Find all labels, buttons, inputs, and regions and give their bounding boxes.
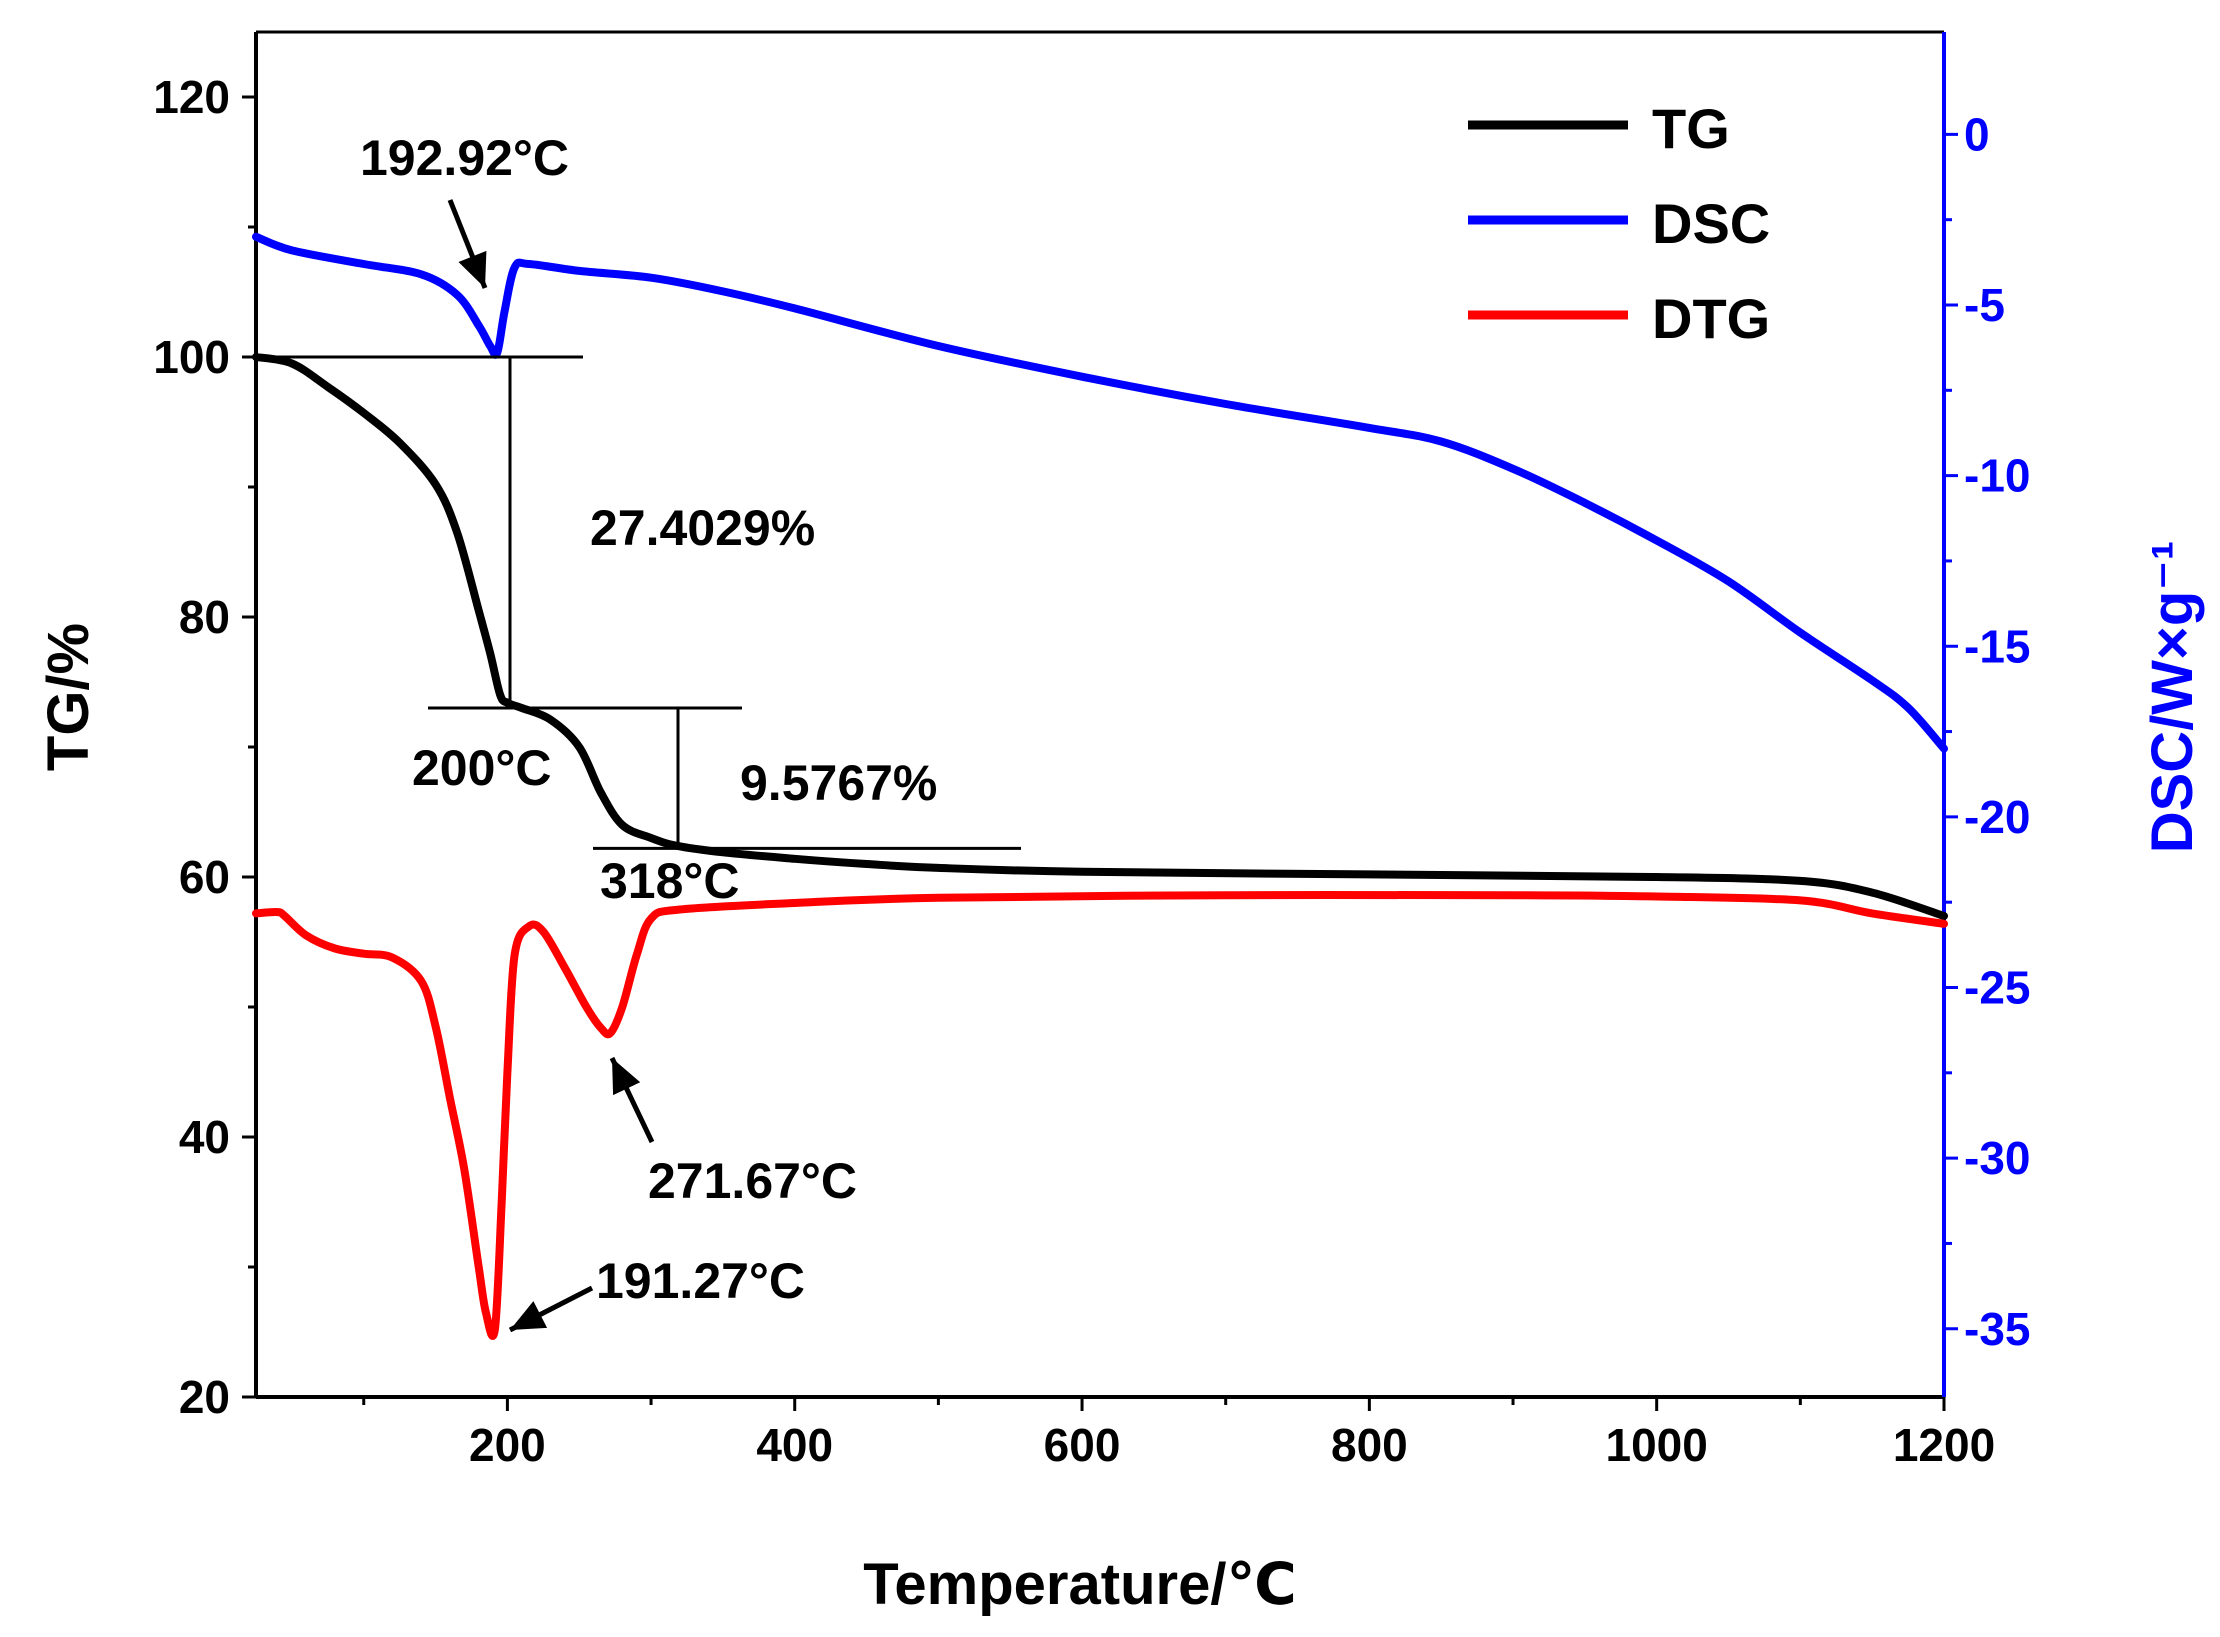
axes-layer: 200 400 600 800 1000 1200204060801001200-5-10… [153, 30, 2030, 1471]
y-left-tick-label: 120 [153, 71, 230, 123]
y-left-tick-label: 20 [179, 1371, 230, 1423]
y-right-tick-label: -10 [1964, 450, 2030, 502]
x-tick-label: 1200 [1893, 1419, 1995, 1471]
dtg-series-line [252, 890, 1948, 1340]
x-tick-label: 800 [1331, 1419, 1408, 1471]
dsc-series-line [252, 232, 1948, 753]
y-right-tick-label: -25 [1964, 962, 2030, 1014]
dtg-peak-2-label: 271.67°C [648, 1153, 857, 1209]
temp-2-label: 318°C [600, 853, 740, 909]
y-left-tick-label: 40 [179, 1111, 230, 1163]
y-right-tick-label: -20 [1964, 791, 2030, 843]
legend-label-dsc: DSC [1652, 192, 1770, 255]
y-right-axis-title: DSC/W×g⁻¹ [2140, 541, 2205, 854]
y-right-tick-label: 0 [1964, 108, 1990, 160]
y-right-tick-label: -30 [1964, 1132, 2030, 1184]
y-right-tick-label: -15 [1964, 620, 2030, 672]
y-left-tick-label: 100 [153, 331, 230, 383]
temp-1-label: 200°C [412, 740, 552, 796]
y-right-tick-label: -5 [1964, 279, 2005, 331]
axis-titles: Temperature/℃ TG/% DSC/W×g⁻¹ [36, 541, 2205, 1617]
dsc-peak-arrow-head [458, 250, 487, 288]
y-left-axis-title: TG/% [36, 623, 101, 771]
dtg-peak-1-arrow-head [510, 1301, 548, 1330]
dtg-peak-1-label: 191.27°C [596, 1253, 805, 1309]
tg-series-line [252, 353, 1948, 920]
series-layer [252, 232, 1948, 1340]
legend-label-dtg: DTG [1652, 287, 1770, 350]
x-tick-label: 1000 [1606, 1419, 1708, 1471]
y-right-tick-label: -35 [1964, 1303, 2030, 1355]
legend-label-tg: TG [1652, 97, 1730, 160]
x-tick-label: 400 [756, 1419, 833, 1471]
legend: TG DSC DTG [1468, 97, 1770, 350]
mass-loss-2-label: 9.5767% [740, 755, 937, 811]
x-tick-label: 600 [1044, 1419, 1121, 1471]
y-left-tick-label: 60 [179, 851, 230, 903]
dtg-peak-2-arrow-head [612, 1058, 641, 1096]
y-left-tick-label: 80 [179, 591, 230, 643]
x-tick-label: 200 [469, 1419, 546, 1471]
dsc-peak-label: 192.92°C [360, 130, 569, 186]
mass-loss-1-label: 27.4029% [590, 500, 815, 556]
annotation-layer: 192.92°C 27.4029% 200°C 9.5767% 318°C 27… [256, 130, 1021, 1333]
x-axis-title: Temperature/℃ [863, 1552, 1296, 1617]
